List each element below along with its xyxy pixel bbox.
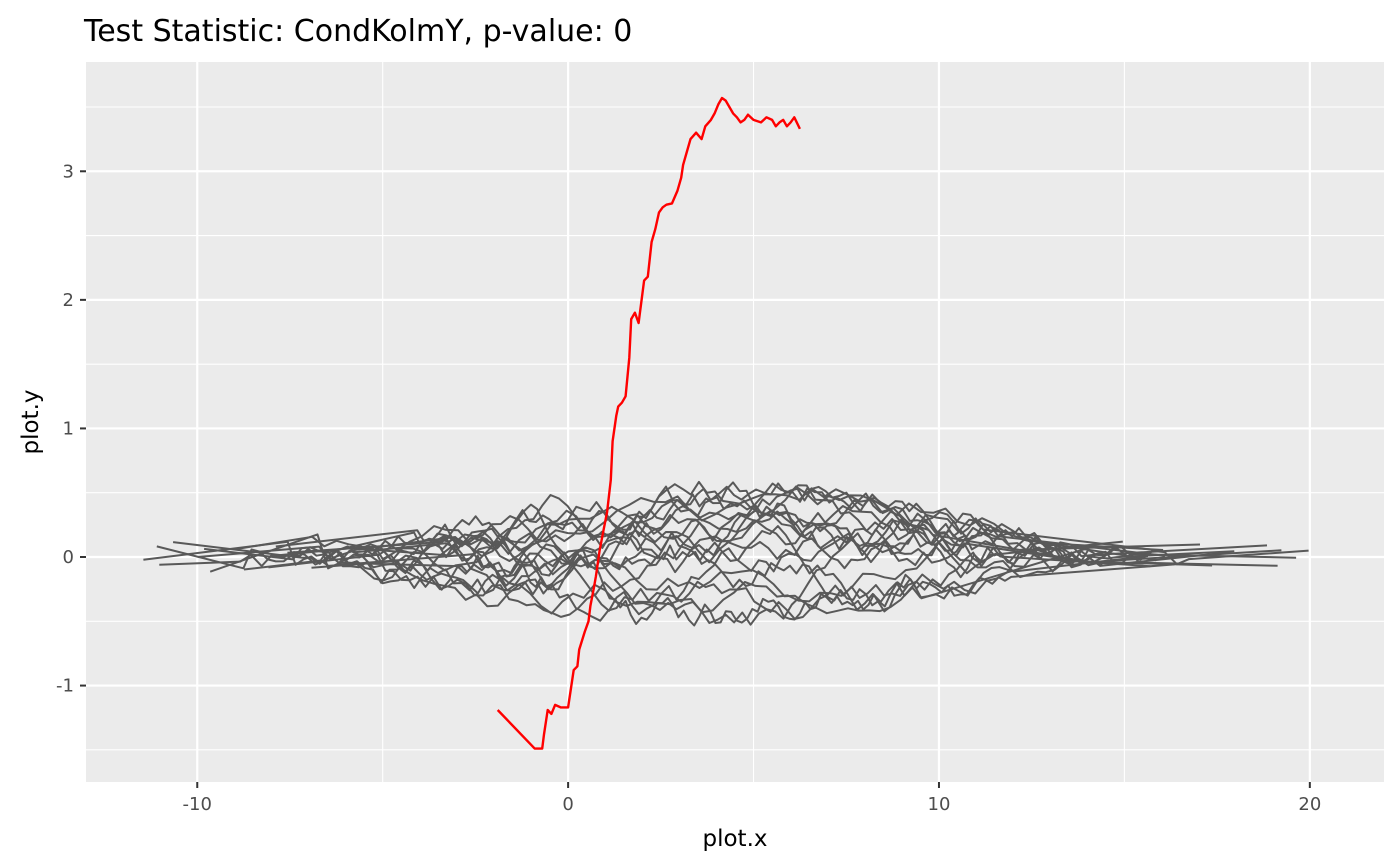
y-tick-label: -1 — [56, 676, 74, 697]
simulated-series-line — [243, 510, 1213, 578]
y-tick-label: 2 — [63, 290, 74, 311]
simulated-series-line — [203, 521, 1103, 618]
y-tick-label: 1 — [63, 418, 74, 439]
x-axis: -10 0 10 20 — [183, 782, 1321, 815]
simulated-series-line — [337, 546, 1091, 627]
simulated-series-line — [336, 518, 1166, 616]
simulated-series-line — [269, 481, 1201, 579]
y-axis: -1 0 1 2 3 — [56, 161, 86, 697]
major-grid — [86, 62, 1384, 782]
simulated-series-line — [268, 480, 1092, 591]
observed-series-line — [496, 96, 801, 750]
plot-panel — [86, 62, 1384, 782]
simulated-series-line — [209, 532, 1268, 615]
simulated-series-group — [143, 480, 1309, 627]
y-tick-label: 0 — [63, 547, 74, 568]
simulated-series-line — [350, 482, 1278, 579]
y-axis-title: plot.y — [18, 389, 44, 454]
x-tick-label: 10 — [928, 794, 951, 815]
x-tick-label: -10 — [183, 794, 212, 815]
y-tick-label: 3 — [63, 161, 74, 182]
x-axis-title: plot.x — [702, 826, 767, 852]
minor-grid — [86, 62, 1384, 782]
x-tick-label: 0 — [562, 794, 573, 815]
x-tick-label: 20 — [1298, 794, 1321, 815]
simulated-series-line — [143, 525, 1149, 611]
chart-title: Test Statistic: CondKolmY, p-value: 0 — [83, 14, 632, 49]
observed-series-group — [496, 96, 801, 750]
